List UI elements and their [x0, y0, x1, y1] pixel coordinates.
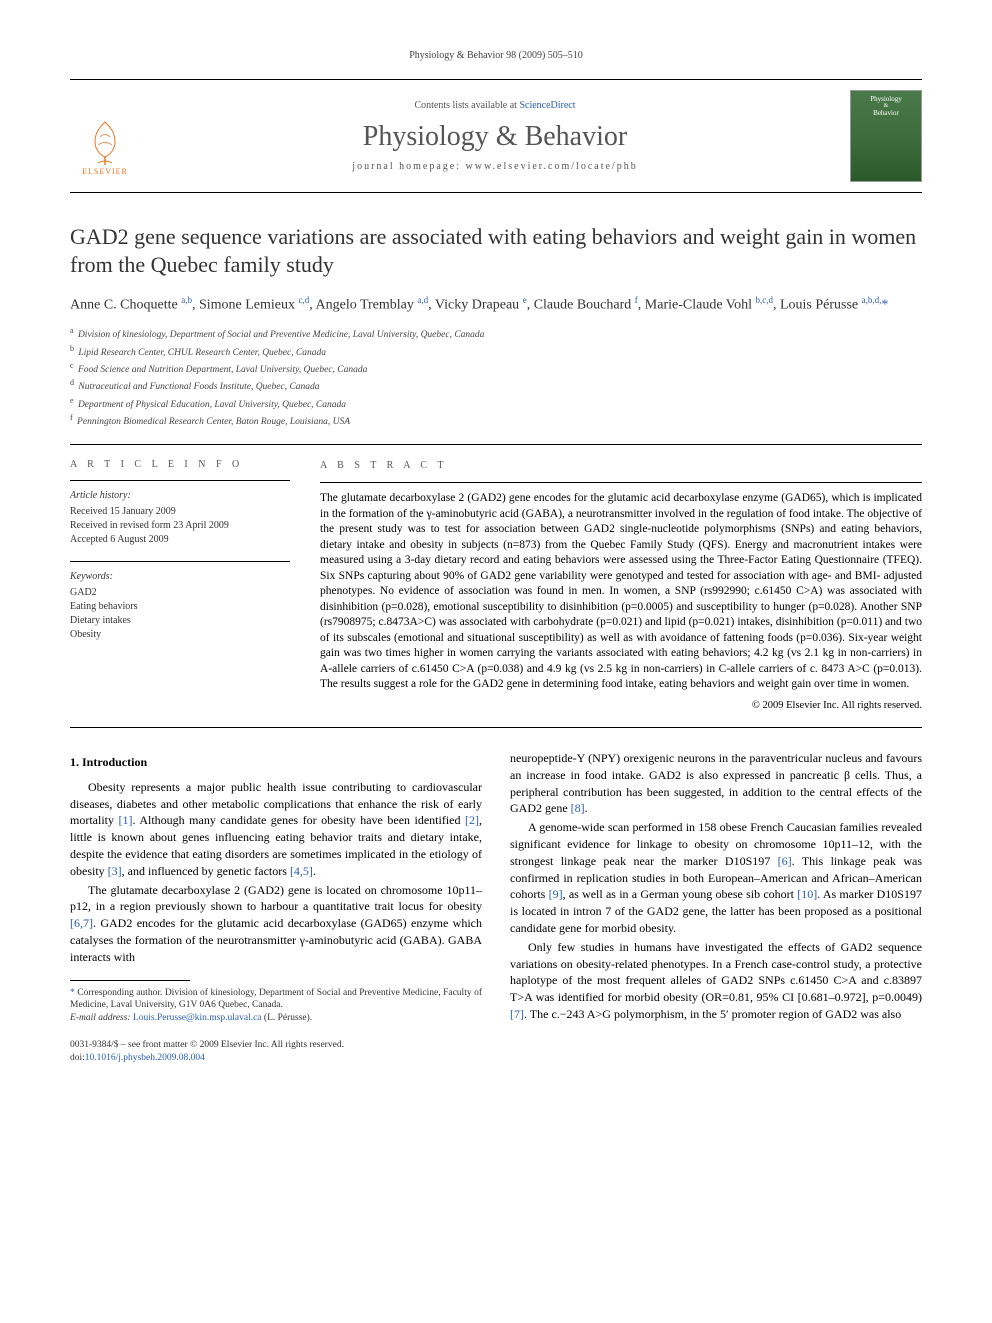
body-two-column: 1. Introduction Obesity represents a maj… — [70, 750, 922, 1025]
journal-homepage-line: journal homepage: www.elsevier.com/locat… — [140, 161, 850, 172]
history-line: Received 15 January 2009 — [70, 505, 290, 519]
affiliations-block: a Division of kinesiology, Department of… — [70, 325, 922, 429]
contents-prefix: Contents lists available at — [414, 100, 519, 111]
keywords-block: Keywords: GAD2 Eating behaviors Dietary … — [70, 570, 290, 642]
publisher-label: ELSEVIER — [82, 167, 128, 176]
body-paragraph: Only few studies in humans have investig… — [510, 939, 922, 1023]
history-line: Accepted 6 August 2009 — [70, 533, 290, 547]
email-suffix: (L. Pérusse). — [262, 1013, 313, 1023]
author-line: Anne C. Choquette a,b, Simone Lemieux c,… — [70, 294, 922, 315]
info-abstract-row: A R T I C L E I N F O Article history: R… — [70, 459, 922, 713]
homepage-url: www.elsevier.com/locate/phb — [466, 161, 638, 172]
elsevier-tree-icon — [80, 117, 130, 167]
sciencedirect-link[interactable]: ScienceDirect — [519, 100, 575, 111]
corresponding-email-link[interactable]: Louis.Perusse@kin.msp.ulaval.ca — [133, 1013, 262, 1023]
journal-name: Physiology & Behavior — [140, 121, 850, 153]
body-paragraph: The glutamate decarboxylase 2 (GAD2) gen… — [70, 882, 482, 966]
article-history-block: Article history: Received 15 January 200… — [70, 489, 290, 547]
abstract-copyright: © 2009 Elsevier Inc. All rights reserved… — [320, 699, 922, 713]
journal-cover-thumbnail: Physiology & Behavior — [850, 90, 922, 182]
running-header: Physiology & Behavior 98 (2009) 505–510 — [70, 50, 922, 61]
divider-line — [70, 444, 922, 445]
corresponding-author-footnote: * Corresponding author. Division of kine… — [70, 987, 482, 1025]
keyword: Dietary intakes — [70, 614, 290, 628]
star-icon: * — [70, 988, 75, 998]
cover-label-bottom: Behavior — [873, 109, 899, 117]
footnote-block: * Corresponding author. Division of kine… — [70, 980, 482, 1025]
keyword: Obesity — [70, 628, 290, 642]
history-title: Article history: — [70, 489, 290, 503]
elsevier-logo: ELSEVIER — [70, 96, 140, 176]
divider-line — [70, 727, 922, 728]
article-info-column: A R T I C L E I N F O Article history: R… — [70, 459, 290, 713]
abstract-column: A B S T R A C T The glutamate decarboxyl… — [320, 459, 922, 713]
doi-link[interactable]: 10.1016/j.physbeh.2009.08.004 — [85, 1053, 205, 1063]
masthead-center: Contents lists available at ScienceDirec… — [140, 100, 850, 172]
article-title: GAD2 gene sequence variations are associ… — [70, 223, 922, 278]
homepage-prefix: journal homepage: — [352, 161, 465, 172]
doi-label: doi: — [70, 1053, 85, 1063]
abstract-text: The glutamate decarboxylase 2 (GAD2) gen… — [320, 491, 922, 693]
cover-label-top: Physiology — [870, 95, 902, 103]
keyword: GAD2 — [70, 586, 290, 600]
footer-line1: 0031-9384/$ – see front matter © 2009 El… — [70, 1039, 922, 1052]
page-footer: 0031-9384/$ – see front matter © 2009 El… — [70, 1039, 922, 1065]
email-label: E-mail address: — [70, 1013, 133, 1023]
section-heading-intro: 1. Introduction — [70, 754, 482, 771]
footnote-divider — [70, 980, 190, 981]
body-paragraph: Obesity represents a major public health… — [70, 779, 482, 880]
keywords-title: Keywords: — [70, 570, 290, 584]
article-info-label: A R T I C L E I N F O — [70, 459, 290, 470]
abstract-label: A B S T R A C T — [320, 459, 922, 473]
corresponding-text: Corresponding author. Division of kinesi… — [70, 988, 482, 1011]
body-paragraph: neuropeptide-Y (NPY) orexigenic neurons … — [510, 750, 922, 817]
page-root: Physiology & Behavior 98 (2009) 505–510 … — [0, 0, 992, 1105]
journal-masthead: ELSEVIER Contents lists available at Sci… — [70, 79, 922, 193]
history-line: Received in revised form 23 April 2009 — [70, 519, 290, 533]
contents-available-line: Contents lists available at ScienceDirec… — [140, 100, 850, 111]
body-paragraph: A genome-wide scan performed in 158 obes… — [510, 819, 922, 937]
keyword: Eating behaviors — [70, 600, 290, 614]
